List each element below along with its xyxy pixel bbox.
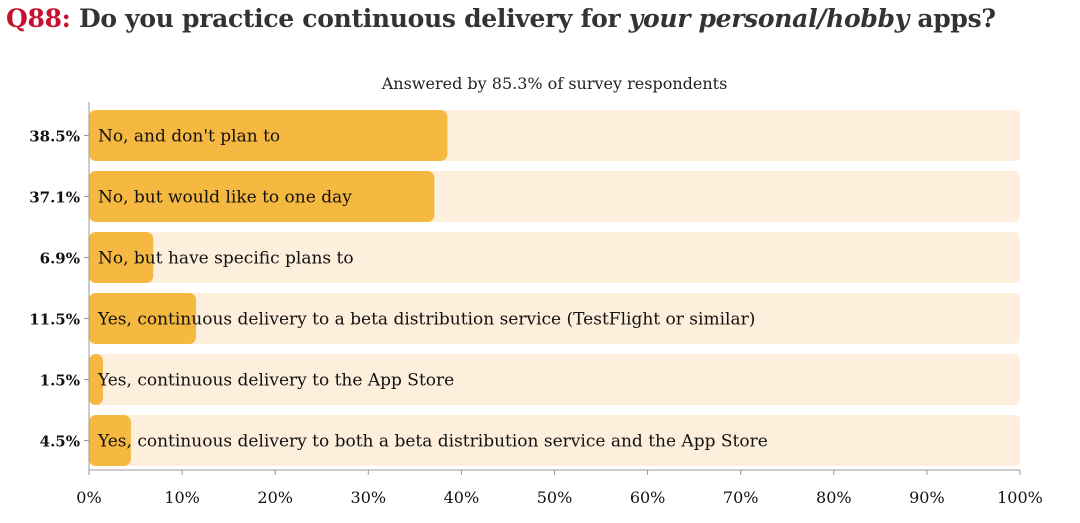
bar	[89, 232, 154, 283]
x-tick-label: 100%	[997, 488, 1043, 507]
bar-track	[89, 293, 1020, 344]
x-tick-label: 60%	[630, 488, 666, 507]
x-tick-label: 30%	[351, 488, 387, 507]
bar	[89, 415, 131, 466]
value-label: 4.5%	[40, 433, 80, 451]
category-label: No, but would like to one day	[98, 188, 352, 208]
value-label: 11.5%	[29, 311, 80, 329]
value-label: 1.5%	[40, 372, 80, 390]
question-number: Q88:	[6, 4, 71, 33]
x-tick-label: 90%	[909, 488, 945, 507]
bar-track	[89, 354, 1020, 405]
x-tick-label: 40%	[444, 488, 480, 507]
x-tick-label: 0%	[76, 488, 101, 507]
value-label: 6.9%	[40, 250, 80, 268]
bar	[89, 293, 197, 344]
bar-track	[89, 232, 1020, 283]
value-label: 38.5%	[29, 128, 80, 146]
value-label: 37.1%	[29, 189, 80, 207]
x-tick-label: 80%	[816, 488, 852, 507]
chart-title: Q88: Do you practice continuous delivery…	[6, 4, 996, 33]
category-label: No, and don't plan to	[98, 127, 280, 147]
bar-track	[89, 415, 1020, 466]
bar	[89, 171, 435, 222]
category-label: No, but have specific plans to	[98, 249, 354, 269]
x-tick-label: 10%	[164, 488, 200, 507]
category-label: Yes, continuous delivery to a beta distr…	[97, 310, 755, 330]
chart-subtitle: Answered by 85.3% of survey respondents	[381, 74, 728, 93]
x-tick-label: 20%	[257, 488, 293, 507]
bar	[89, 354, 103, 405]
bar	[89, 110, 448, 161]
x-tick-label: 50%	[537, 488, 573, 507]
category-label: Yes, continuous delivery to the App Stor…	[97, 371, 454, 391]
x-tick-label: 70%	[723, 488, 759, 507]
category-label: Yes, continuous delivery to both a beta …	[97, 432, 768, 452]
